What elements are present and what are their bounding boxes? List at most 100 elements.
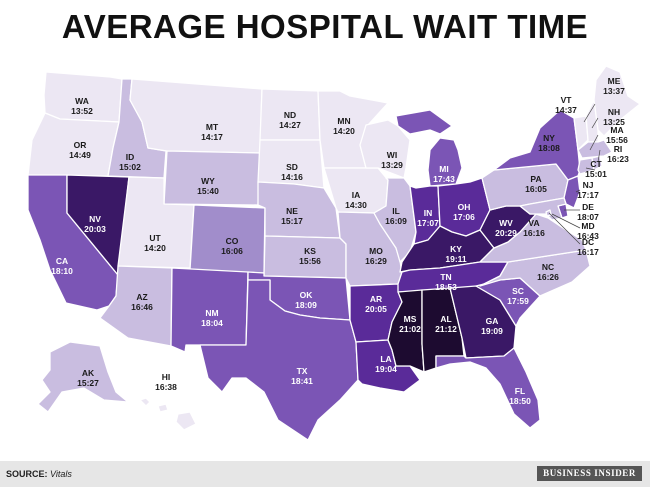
state-abbr: TN [440,272,451,282]
state-MI [395,109,453,135]
state-abbr: FL [515,386,525,396]
state-wait-time: 17:43 [433,174,455,184]
state-wait-time: 18:53 [435,282,457,292]
state-wait-time: 14:27 [279,120,301,130]
state-abbr: AK [82,368,95,378]
state-abbr: MT [206,122,219,132]
state-abbr: MN [337,116,350,126]
state-abbr: DE [582,202,594,212]
state-abbr: NE [286,206,298,216]
leader-line [548,212,581,245]
state-wait-time: 15:02 [119,162,141,172]
state-abbr: LA [380,354,391,364]
state-abbr: NJ [583,180,594,190]
state-abbr: MS [404,314,417,324]
state-wait-time: 15:17 [281,216,303,226]
state-wait-time: 18:08 [538,143,560,153]
us-map: WA13:52OR14:49CA18:10NV20:03ID15:02MT14:… [27,65,641,441]
state-abbr: IA [352,190,361,200]
state-wait-time: 18:41 [291,376,313,386]
state-abbr: CA [56,256,68,266]
state-wait-time: 20:05 [365,304,387,314]
state-WI [359,119,411,179]
state-MD [519,197,567,221]
state-abbr: KS [304,246,316,256]
state-wait-time: 14:30 [345,200,367,210]
state-wait-time: 15:56 [299,256,321,266]
state-abbr: MD [581,221,594,231]
state-abbr: OH [458,202,471,212]
state-wait-time: 18:09 [295,300,317,310]
state-MT [129,78,263,154]
leader-line [583,103,596,123]
state-wait-time: 19:04 [375,364,397,374]
state-abbr: TX [297,366,308,376]
state-abbr: SD [286,162,298,172]
state-wait-time: 14:20 [333,126,355,136]
state-wait-time: 15:27 [77,378,99,388]
state-wait-time: 18:50 [509,396,531,406]
state-abbr: DC [582,237,594,247]
map-title: AVERAGE HOSPITAL WAIT TIME [61,8,589,45]
state-RI [591,155,603,171]
state-wait-time: 20:29 [495,228,517,238]
state-NE [257,181,341,239]
state-wait-time: 17:59 [507,296,529,306]
state-wait-time: 13:37 [603,86,625,96]
state-wait-time: 19:11 [445,254,467,264]
state-wait-time: 16:06 [221,246,243,256]
state-HI-2 [157,403,169,413]
source-value: Vitals [50,469,72,479]
state-HI [139,397,151,407]
leader-line [575,189,581,193]
state-abbr: CT [590,159,602,169]
footer-bar: SOURCE: Vitals BUSINESS INSIDER [0,461,650,487]
state-wait-time: 17:07 [417,218,439,228]
state-abbr: OR [74,140,87,150]
state-MI-LP [427,137,463,187]
state-abbr: ND [284,110,296,120]
state-wait-time: 17:06 [453,212,475,222]
state-wait-time: 18:04 [201,318,223,328]
state-TX [199,279,359,441]
state-abbr: NV [89,214,101,224]
state-wait-time: 18:10 [51,266,73,276]
state-wait-time: 14:17 [201,132,223,142]
state-abbr: IN [424,208,433,218]
leader-line [591,117,599,129]
state-wait-time: 16:46 [131,302,153,312]
state-wait-time: 14:20 [144,243,166,253]
state-wait-time: 15:40 [197,186,219,196]
